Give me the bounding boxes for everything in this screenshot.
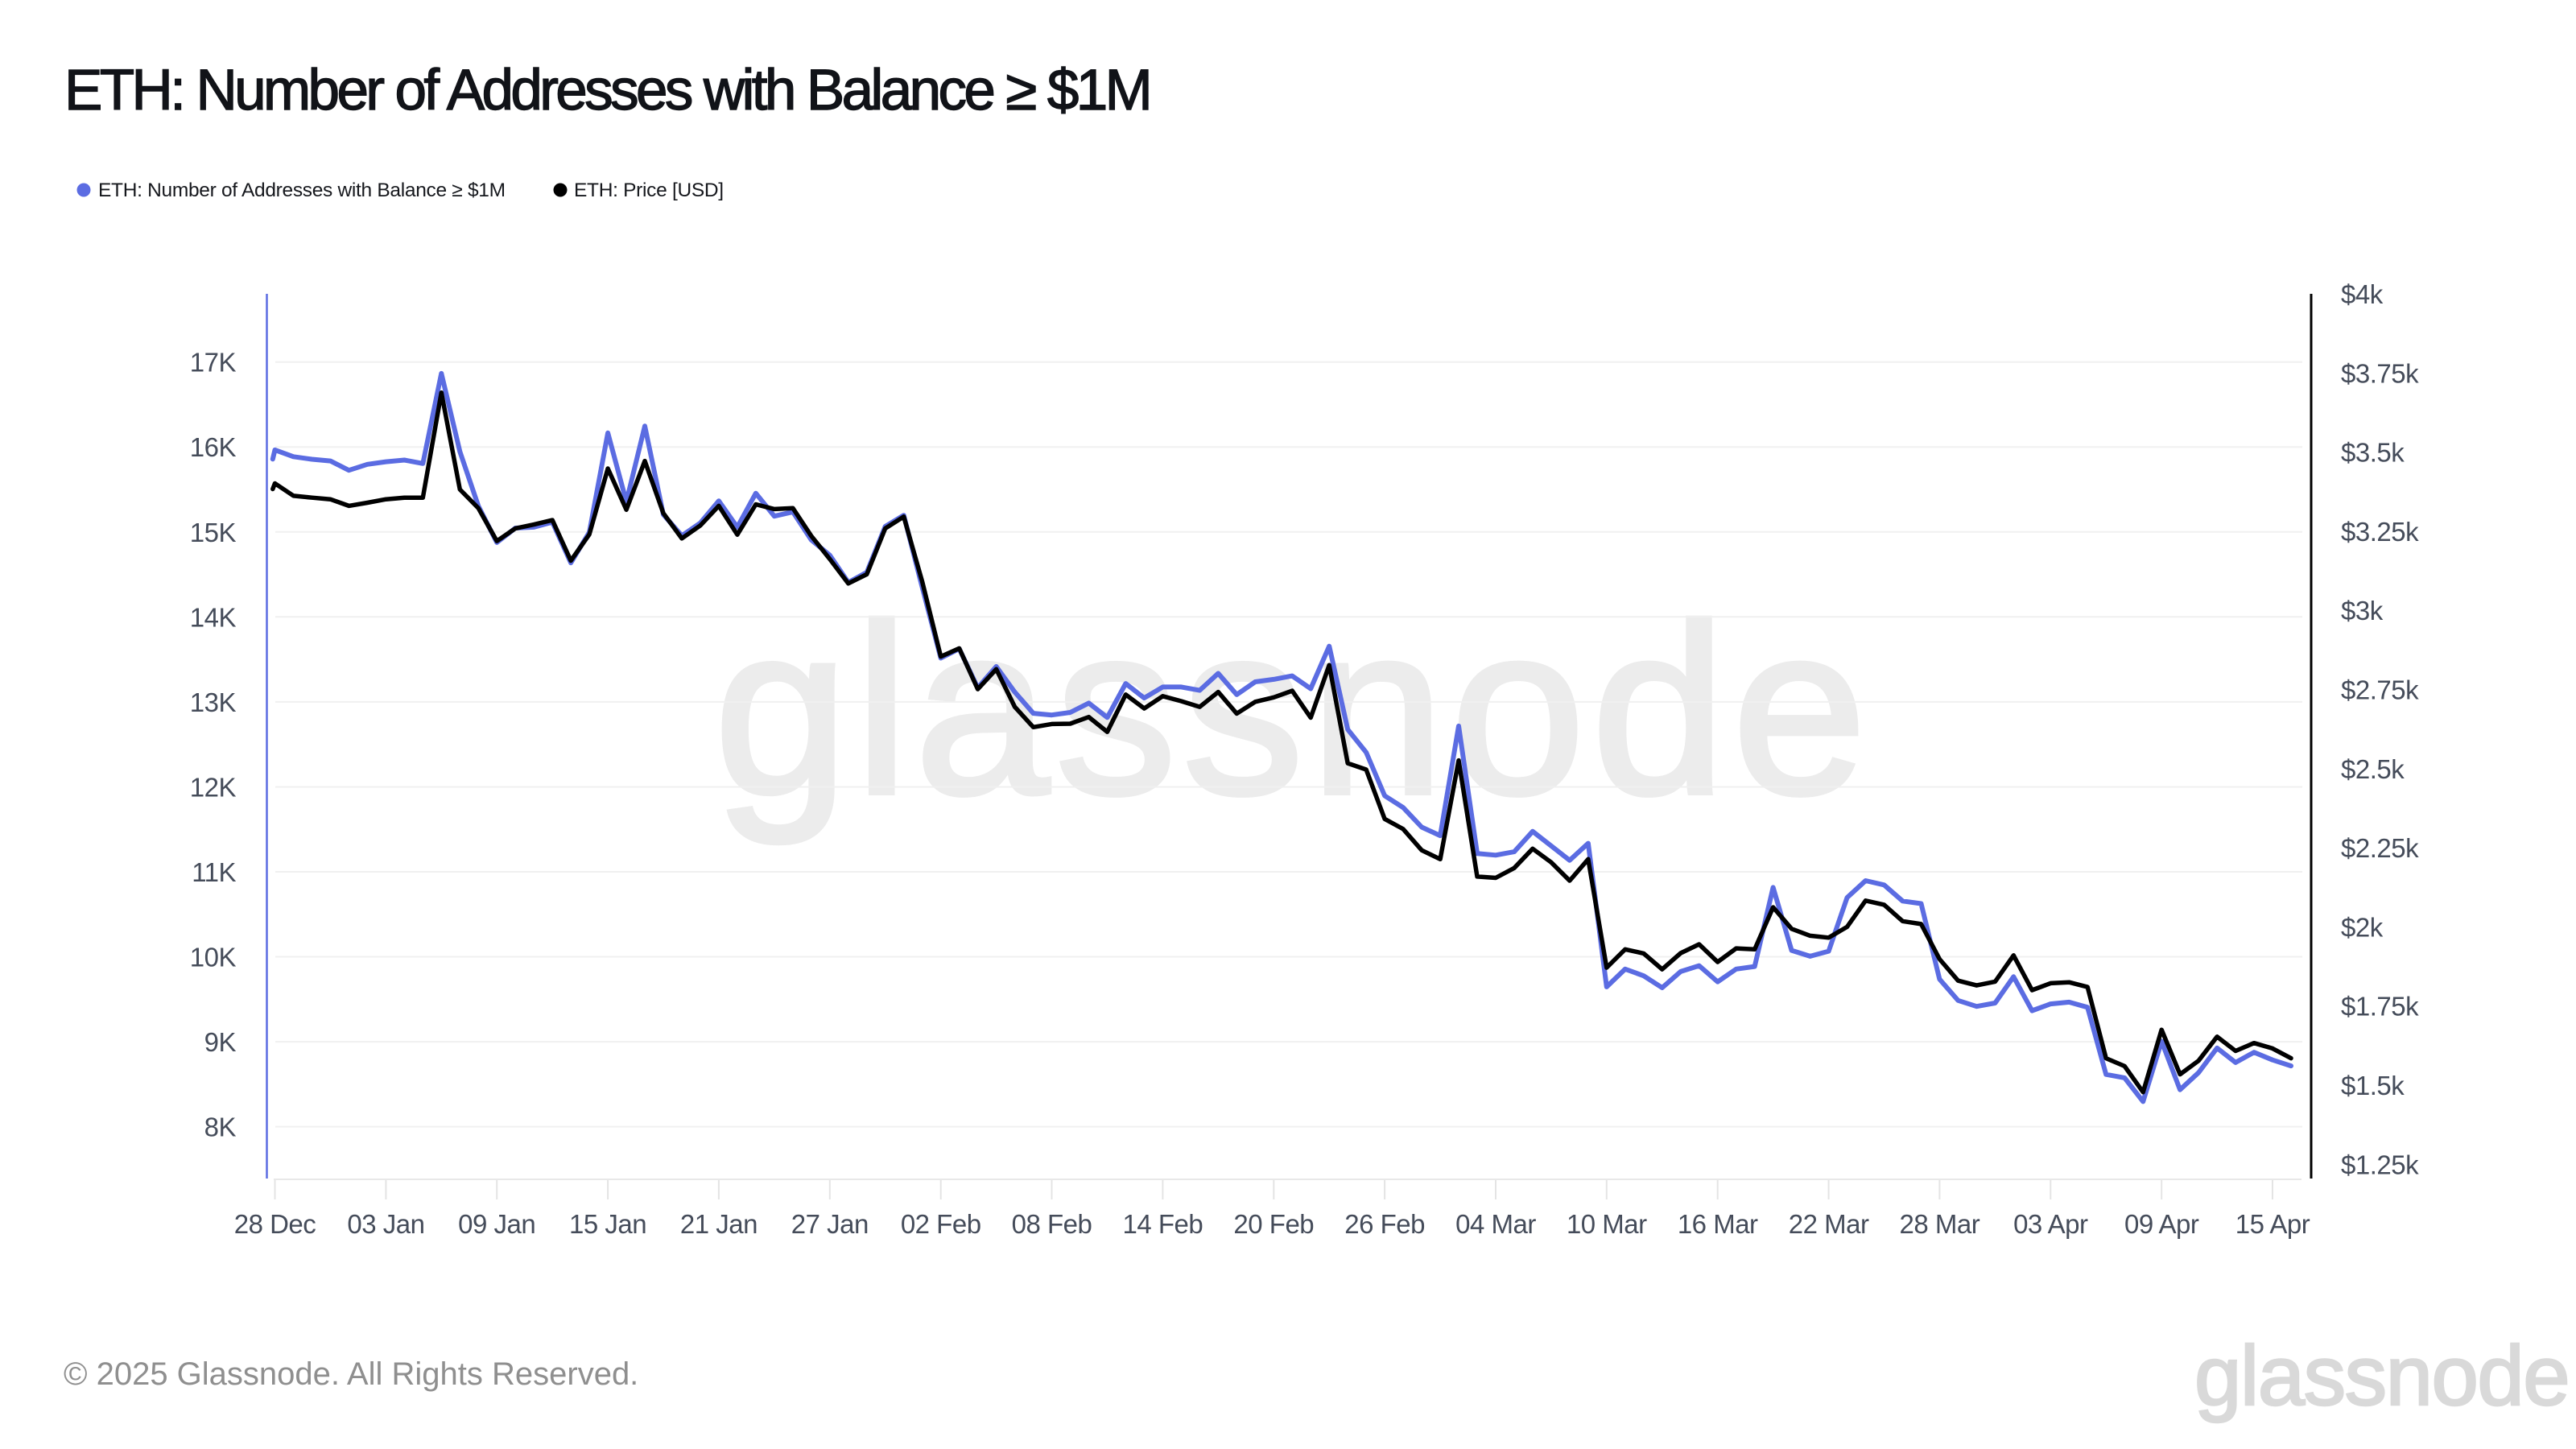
svg-text:$3.25k: $3.25k [2341, 517, 2419, 547]
svg-text:$2.25k: $2.25k [2341, 833, 2419, 863]
svg-text:14K: 14K [190, 602, 237, 632]
svg-text:$3.75k: $3.75k [2341, 358, 2419, 388]
svg-text:20 Feb: 20 Feb [1233, 1209, 1314, 1239]
svg-text:ETH: Number of Addresses with: ETH: Number of Addresses with Balance ≥ … [64, 59, 1150, 122]
svg-text:15 Jan: 15 Jan [569, 1209, 646, 1239]
svg-text:$3k: $3k [2341, 596, 2384, 625]
svg-text:10K: 10K [190, 943, 237, 972]
svg-text:21 Jan: 21 Jan [680, 1209, 758, 1239]
svg-text:11K: 11K [192, 857, 236, 887]
svg-text:ETH: Price [USD]: ETH: Price [USD] [574, 180, 724, 201]
svg-text:09 Jan: 09 Jan [458, 1209, 535, 1239]
svg-text:$4k: $4k [2341, 279, 2384, 309]
svg-text:$1.5k: $1.5k [2341, 1071, 2405, 1100]
svg-text:08 Feb: 08 Feb [1012, 1209, 1092, 1239]
svg-text:© 2025 Glassnode. All Rights R: © 2025 Glassnode. All Rights Reserved. [64, 1356, 638, 1392]
svg-text:16K: 16K [190, 432, 237, 462]
svg-text:$2.75k: $2.75k [2341, 675, 2419, 705]
svg-text:14 Feb: 14 Feb [1123, 1209, 1203, 1239]
svg-text:$2.5k: $2.5k [2341, 754, 2405, 784]
svg-text:04 Mar: 04 Mar [1455, 1209, 1536, 1239]
svg-text:03 Jan: 03 Jan [347, 1209, 424, 1239]
svg-text:12K: 12K [190, 773, 237, 803]
svg-text:glassnode: glassnode [2194, 1329, 2569, 1423]
svg-text:26 Feb: 26 Feb [1344, 1209, 1425, 1239]
svg-text:28 Mar: 28 Mar [1900, 1209, 1980, 1239]
svg-text:$2k: $2k [2341, 912, 2384, 942]
svg-text:28 Dec: 28 Dec [234, 1209, 316, 1239]
svg-text:02 Feb: 02 Feb [901, 1209, 981, 1239]
svg-text:09 Apr: 09 Apr [2124, 1209, 2199, 1239]
svg-text:13K: 13K [190, 687, 237, 717]
svg-text:17K: 17K [190, 348, 237, 378]
svg-text:15 Apr: 15 Apr [2235, 1209, 2310, 1239]
svg-text:8K: 8K [204, 1113, 237, 1142]
svg-text:$1.75k: $1.75k [2341, 992, 2419, 1022]
svg-text:22 Mar: 22 Mar [1789, 1209, 1869, 1239]
svg-text:glassnode: glassnode [714, 574, 1873, 846]
svg-text:$1.25k: $1.25k [2341, 1150, 2419, 1179]
svg-text:9K: 9K [204, 1027, 237, 1057]
svg-text:15K: 15K [190, 518, 237, 547]
svg-text:$3.5k: $3.5k [2341, 438, 2405, 468]
svg-text:ETH: Number of Addresses with: ETH: Number of Addresses with Balance ≥ … [98, 180, 506, 201]
svg-text:16 Mar: 16 Mar [1678, 1209, 1758, 1239]
svg-text:27 Jan: 27 Jan [791, 1209, 869, 1239]
svg-text:10 Mar: 10 Mar [1567, 1209, 1647, 1239]
svg-text:03 Apr: 03 Apr [2013, 1209, 2088, 1239]
